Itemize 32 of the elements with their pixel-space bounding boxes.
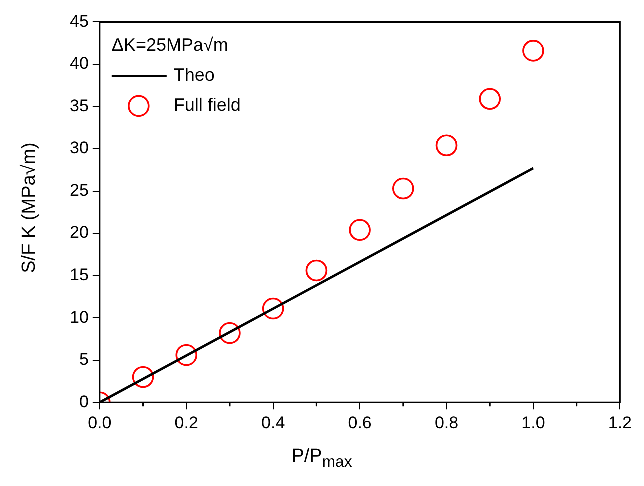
y-tick-label: 25 bbox=[70, 180, 89, 200]
legend-label: Full field bbox=[174, 95, 241, 116]
y-tick-label: 5 bbox=[79, 350, 89, 370]
y-tick-label: 10 bbox=[70, 308, 89, 327]
x-tick-label: 0.8 bbox=[434, 413, 459, 432]
x-tick-label: 0.4 bbox=[262, 413, 286, 432]
y-tick-label: 15 bbox=[70, 265, 89, 284]
y-tick-label: 20 bbox=[70, 223, 89, 242]
x-tick-label: 1.2 bbox=[608, 413, 632, 432]
legend-title: ΔK=25MPa√m bbox=[112, 35, 228, 56]
x-axis-title: P/P$_{max}$ bbox=[290, 446, 354, 472]
y-tick-label: 30 bbox=[70, 138, 89, 158]
point bbox=[392, 178, 414, 200]
x-tick-label: 0.2 bbox=[174, 413, 198, 432]
x-tick-label: 0.6 bbox=[348, 413, 372, 432]
y-tick-label: 0 bbox=[79, 392, 89, 412]
point bbox=[219, 322, 241, 344]
x-tick-label: 0.0 bbox=[88, 413, 112, 432]
y-tick-label: 40 bbox=[70, 54, 89, 74]
point bbox=[306, 260, 328, 282]
legend-label: Theo bbox=[174, 65, 215, 86]
point bbox=[176, 344, 198, 366]
y-tick-label: 45 bbox=[70, 12, 89, 31]
point bbox=[262, 298, 284, 320]
point bbox=[132, 366, 154, 388]
point bbox=[479, 88, 502, 110]
point bbox=[349, 219, 371, 242]
point bbox=[436, 134, 458, 157]
x-tick-label: 1.0 bbox=[522, 413, 546, 432]
y-axis-title: S/F K (MPa√m) bbox=[19, 142, 41, 274]
point bbox=[522, 40, 544, 62]
y-tick-label: 35 bbox=[70, 96, 89, 116]
